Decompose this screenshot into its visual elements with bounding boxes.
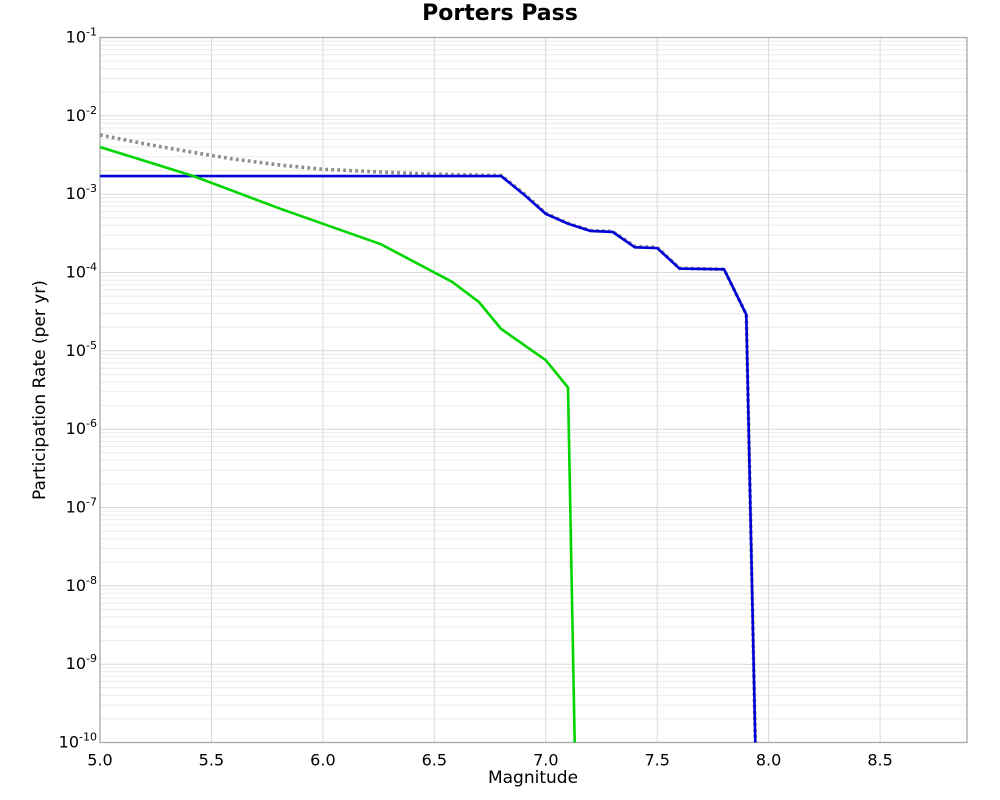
y-tick-label: 10-4	[66, 261, 97, 282]
y-tick-label: 10-2	[66, 104, 97, 125]
chart-title: Porters Pass	[422, 1, 578, 26]
x-tick-label: 6.5	[422, 751, 447, 770]
x-tick-label: 6.0	[310, 751, 335, 770]
x-tick-label: 7.0	[533, 751, 558, 770]
major-gridlines	[99, 37, 967, 743]
x-tick-labels: 5.0 5.5 6.0 6.5 7.0 7.5 8.0 8.5	[87, 751, 893, 770]
series-line-blue-solid-characteristic	[100, 174, 757, 743]
x-tick-label: 8.5	[867, 751, 892, 770]
x-tick-label: 5.5	[199, 751, 224, 770]
y-tick-label: 10-6	[66, 417, 97, 438]
y-tick-label: 10-1	[66, 26, 97, 47]
plot-border	[99, 36, 968, 744]
series-line-green-solid-tail	[100, 145, 576, 743]
y-tick-label: 10-9	[66, 652, 97, 673]
y-axis-label: Participation Rate (per yr)	[30, 280, 50, 500]
y-tick-label: 10-7	[66, 496, 97, 517]
y-tick-labels: 10-1 10-2 10-3 10-4 10-5 10-6 10-7 10-8 10-9 10-1…	[59, 26, 97, 752]
y-tick-label: 10-5	[66, 339, 97, 360]
x-tick-label: 7.5	[644, 751, 669, 770]
y-tick-label: 10-8	[66, 574, 97, 595]
y-tick-label: 10-10	[59, 731, 97, 752]
x-tick-label: 8.0	[756, 751, 781, 770]
x-tick-label: 5.0	[87, 751, 112, 770]
x-axis-label: Magnitude	[487, 768, 579, 788]
minor-gridlines	[100, 40, 967, 720]
y-tick-label: 10-3	[66, 182, 97, 203]
series-group	[100, 133, 758, 743]
